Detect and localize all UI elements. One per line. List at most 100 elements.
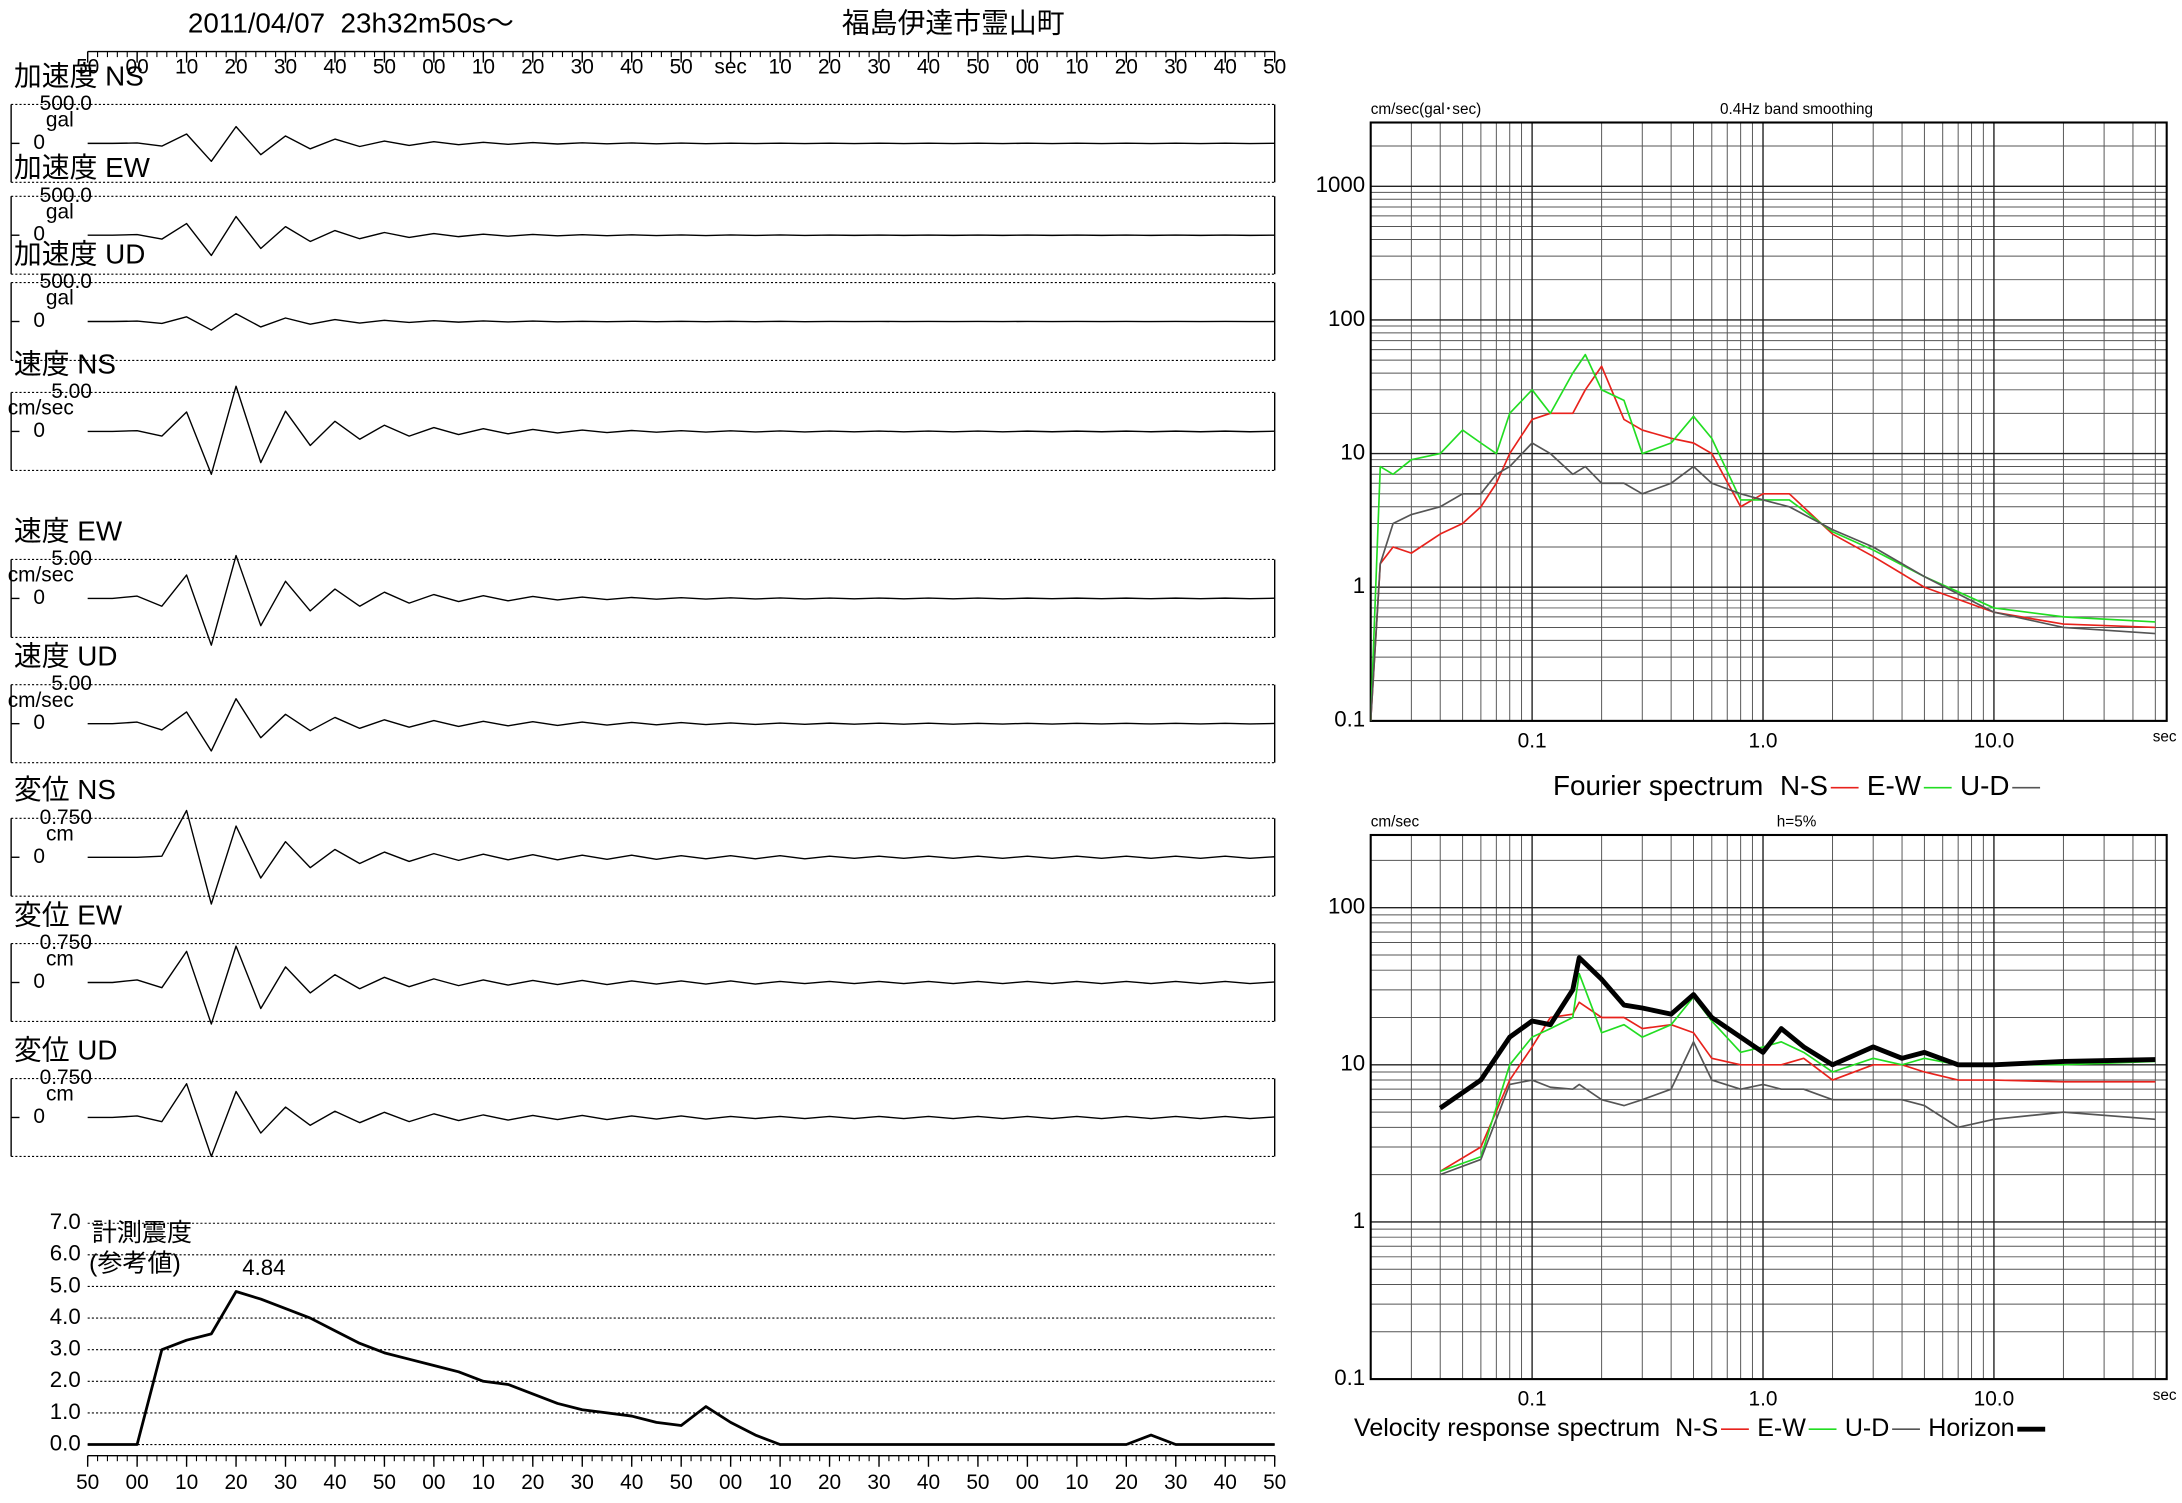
panel-name: 速度 UD — [14, 641, 118, 672]
legend-label: E-W — [1867, 770, 1922, 801]
y-tick-label: 500.0 — [40, 184, 92, 207]
x-tick-label: 50 — [373, 1471, 396, 1494]
plot-frame — [1369, 833, 2168, 1381]
panel-name: 加速度 EW — [14, 152, 151, 183]
plot-frame — [1369, 121, 2168, 722]
y-tick-label: 0 — [33, 586, 45, 609]
unit-label: cm — [46, 823, 74, 846]
x-tick-label: 20 — [1115, 56, 1138, 79]
spectrum-line — [1370, 442, 2156, 721]
unit-label: cm/sec — [8, 564, 74, 587]
y-axis-label: cm/sec — [1371, 814, 1420, 831]
y-tick-label: 5.00 — [51, 380, 92, 403]
x-tick-label: 20 — [224, 1471, 247, 1494]
y-tick-label: 0.750 — [40, 806, 92, 829]
x-tick-label: 40 — [323, 1471, 346, 1494]
chart-title: 計測震度 — [92, 1219, 192, 1247]
x-tick-label: 50 — [76, 56, 99, 79]
x-tick-label: 30 — [571, 1471, 594, 1494]
waveform-trace — [87, 313, 1275, 331]
waveform-trace — [87, 125, 1275, 162]
panel-name: 加速度 NS — [14, 60, 144, 91]
x-tick-label: 0.1 — [1518, 729, 1547, 752]
x-tick-label: 20 — [521, 56, 544, 79]
x-tick-label: 30 — [1164, 56, 1187, 79]
spectrum-line — [1370, 353, 2156, 721]
waveform-trace — [87, 809, 1275, 905]
panel-name: 変位 EW — [14, 899, 123, 930]
x-tick-label: 00 — [126, 1471, 149, 1494]
chart-title: 0.4Hz band smoothing — [1720, 101, 1873, 118]
x-tick-label: 40 — [323, 56, 346, 79]
x-tick-label: 10 — [472, 56, 495, 79]
legend-label: E-W — [1757, 1414, 1806, 1442]
x-tick-label: 40 — [917, 56, 940, 79]
x-tick-label: 00 — [1016, 1471, 1039, 1494]
x-tick-label: sec — [714, 56, 746, 79]
y-tick-label: 0.1 — [1334, 1365, 1365, 1390]
y-tick-label: 10 — [1340, 1051, 1365, 1076]
x-tick-label: 50 — [966, 1471, 989, 1494]
x-tick-label: 50 — [670, 1471, 693, 1494]
x-tick-label: 1.0 — [1749, 1387, 1778, 1410]
y-tick-label: 1.0 — [50, 1399, 81, 1424]
legend-label: U-D — [1960, 770, 2009, 801]
legend-label: N-S — [1675, 1414, 1718, 1442]
x-tick-label: 10 — [1065, 1471, 1088, 1494]
panel-name: 速度 EW — [14, 515, 123, 546]
x-tick-label: 40 — [620, 1471, 643, 1494]
waveform-trace — [87, 215, 1275, 257]
y-tick-label: 10 — [1340, 439, 1365, 464]
panel-name: 速度 NS — [14, 348, 116, 379]
x-tick-label: 30 — [274, 56, 297, 79]
x-tick-label: 50 — [373, 56, 396, 79]
y-tick-label: 2.0 — [50, 1367, 81, 1392]
x-tick-label: 50 — [1263, 56, 1286, 79]
waveform-trace — [87, 698, 1275, 752]
x-tick-label: 10 — [768, 56, 791, 79]
x-tick-label: 0.1 — [1518, 1387, 1547, 1410]
peak-label: 4.84 — [242, 1255, 285, 1280]
y-tick-label: 4.0 — [50, 1304, 81, 1329]
y-tick-label: 0 — [33, 223, 45, 246]
x-tick-label: 1.0 — [1749, 729, 1778, 752]
waveform-trace — [87, 1083, 1275, 1158]
unit-label: gal — [46, 287, 74, 310]
spectrum-line — [1370, 365, 2156, 721]
panel-name: 変位 UD — [14, 1034, 118, 1065]
x-tick-label: 10 — [768, 1471, 791, 1494]
x-tick-label: 30 — [867, 1471, 890, 1494]
unit-label: cm/sec — [8, 397, 74, 420]
x-tick-label: 20 — [521, 1471, 544, 1494]
legend-title: Fourier spectrum — [1553, 770, 1763, 801]
x-tick-label: 20 — [818, 56, 841, 79]
x-tick-label: 10.0 — [1974, 1387, 2015, 1410]
x-tick-label: 30 — [867, 56, 890, 79]
waveform-trace — [87, 554, 1275, 646]
y-tick-label: 1 — [1353, 573, 1365, 598]
y-tick-label: 0 — [33, 131, 45, 154]
x-axis-unit: sec — [2153, 729, 2177, 746]
y-tick-label: 500.0 — [40, 92, 92, 115]
x-tick-label: 00 — [126, 56, 149, 79]
y-tick-label: 0.1 — [1334, 707, 1365, 732]
waveform-trace — [87, 945, 1275, 1025]
x-tick-label: 40 — [917, 1471, 940, 1494]
y-tick-label: 0 — [33, 845, 45, 868]
unit-label: cm — [46, 948, 74, 971]
y-tick-label: 5.0 — [50, 1272, 81, 1297]
y-tick-label: 5.00 — [51, 547, 92, 570]
spectrum-line — [1439, 1041, 2156, 1176]
y-tick-label: 3.0 — [50, 1336, 81, 1361]
y-tick-label: 6.0 — [50, 1241, 81, 1266]
x-tick-label: 20 — [818, 1471, 841, 1494]
x-tick-label: 10 — [175, 1471, 198, 1494]
x-tick-label: 40 — [1214, 56, 1237, 79]
y-tick-label: 100 — [1328, 894, 1365, 919]
legend-title: Velocity response spectrum — [1354, 1414, 1660, 1442]
unit-label: gal — [46, 109, 74, 132]
unit-label: cm/sec — [8, 689, 74, 712]
x-tick-label: 40 — [620, 56, 643, 79]
y-axis-label: cm/sec(gal･sec) — [1371, 101, 1482, 118]
